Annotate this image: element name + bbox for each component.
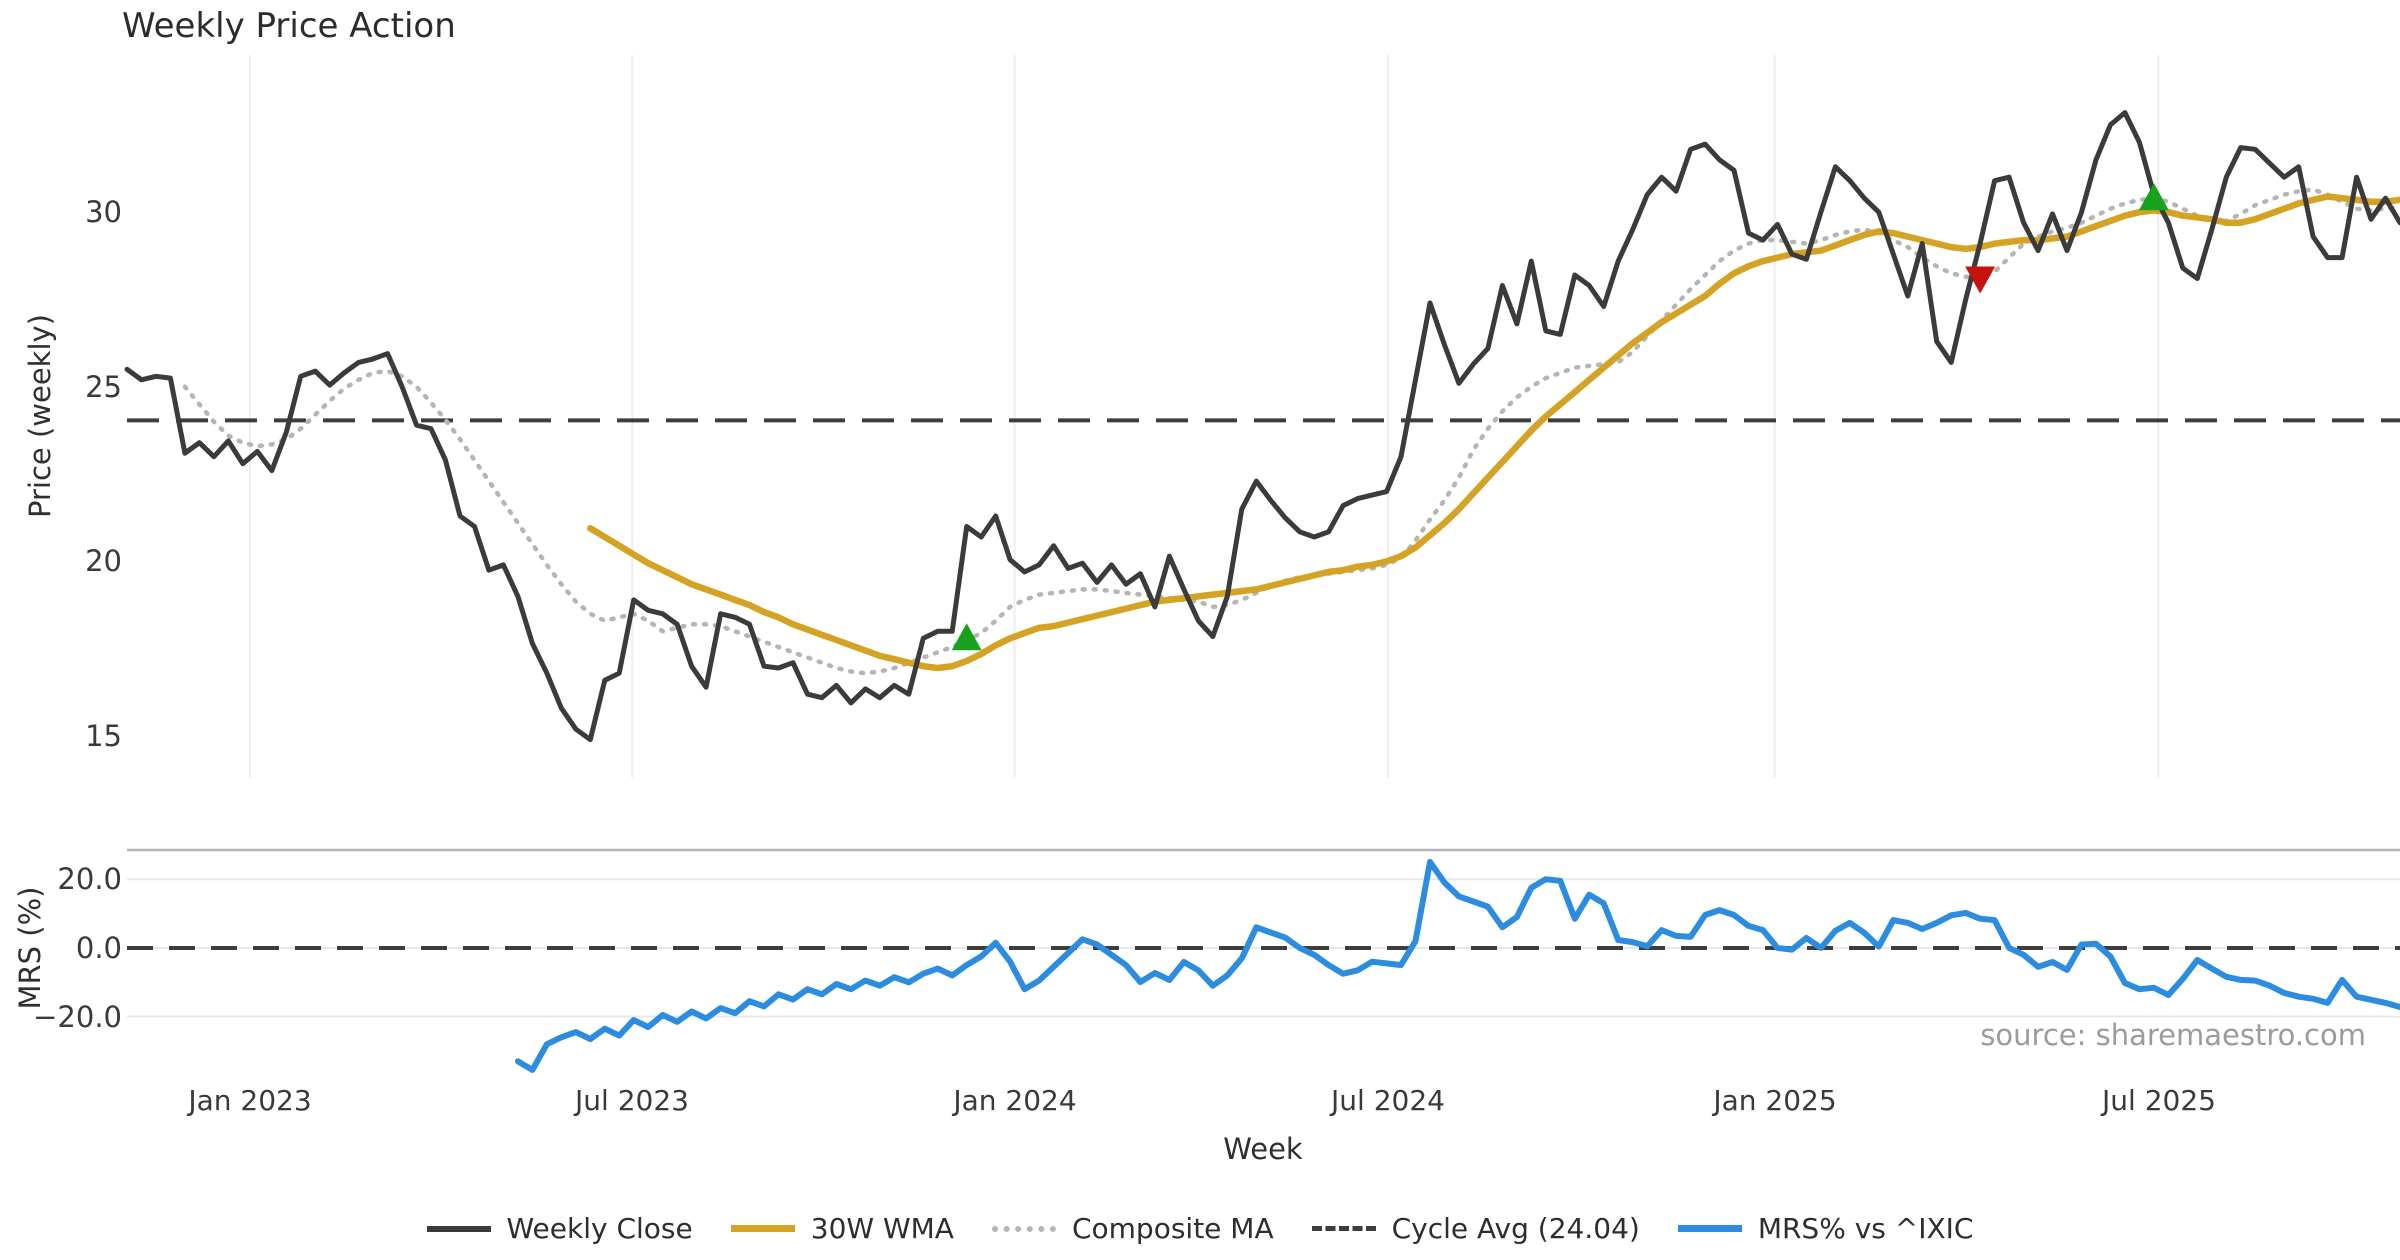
buy-signal-marker [2138,183,2169,211]
chart-title: Weekly Price Action [122,6,456,46]
legend-30w-wma-label: 30W WMA [810,1212,954,1245]
legend-composite-ma-label: Composite MA [1071,1212,1274,1245]
wma-30w-line [587,193,2400,672]
legend-weekly-close: Weekly Close [426,1212,693,1245]
price-tick-30: 30 [85,195,122,229]
xtick-jul-2023: Jul 2023 [575,1084,689,1117]
mrs-line-sample [1677,1225,1742,1232]
mrs-tick-0: 0.0 [75,931,122,965]
xtick-jan-2024: Jan 2024 [953,1084,1077,1117]
mrs-tick-20: 20.0 [57,862,122,896]
xtick-jul-2024: Jul 2024 [1331,1084,1445,1117]
legend-cycle-avg-label: Cycle Avg (24.04) [1391,1212,1640,1245]
source-note: source: sharemaestro.com [1980,1018,2366,1052]
xtick-jul-2025: Jul 2025 [2102,1084,2216,1117]
sell-signal-marker [1965,266,1996,294]
xtick-jan-2023: Jan 2023 [188,1084,312,1117]
weekly-close-line [124,110,2400,743]
mrs-tick-neg20: −20.0 [33,1000,122,1034]
legend-30w-wma: 30W WMA [730,1212,954,1245]
price-tick-15: 15 [85,719,122,753]
chart-legend: Weekly Close 30W WMA Composite MA Cycle … [0,1212,2400,1245]
legend-composite-ma: Composite MA [991,1212,1274,1245]
composite-ma-line-sample [991,1225,1056,1232]
weekly-close-line-sample [426,1225,491,1232]
legend-mrs-label: MRS% vs ^IXIC [1757,1212,1974,1245]
price-tick-25: 25 [85,370,122,404]
wma-line-sample [730,1225,795,1232]
mrs-axis-label: MRS (%) [13,886,47,1010]
cycle-avg-line-sample [1311,1226,1376,1231]
price-axis-label: Price (weekly) [23,313,57,519]
x-axis-label: Week [1223,1132,1303,1166]
legend-cycle-avg: Cycle Avg (24.04) [1311,1212,1640,1245]
legend-mrs: MRS% vs ^IXIC [1677,1212,1974,1245]
buy-signal-marker [951,623,982,651]
price-tick-20: 20 [85,544,122,578]
xtick-jan-2025: Jan 2025 [1713,1084,1837,1117]
legend-weekly-close-label: Weekly Close [506,1212,693,1245]
mrs-line [514,859,2400,1073]
